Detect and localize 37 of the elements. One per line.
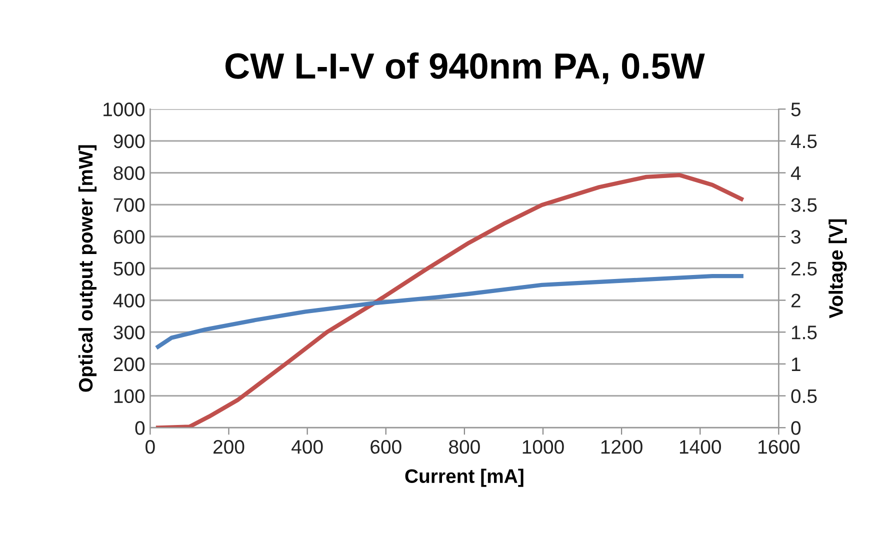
x-tick-label: 1200 xyxy=(601,440,642,454)
y-tick-label: 1000 xyxy=(104,102,145,116)
y2-axis-title: Voltage [V] xyxy=(828,219,847,318)
x-tick-label: 400 xyxy=(292,440,323,454)
y-tick-label: 200 xyxy=(114,357,145,372)
x-tick-label: 1000 xyxy=(522,440,564,454)
line-series xyxy=(156,172,744,428)
y2-tick-label: 2.5 xyxy=(791,262,817,276)
y-tick-label: 500 xyxy=(114,262,145,276)
x-tick-label: 0 xyxy=(146,440,155,454)
y-tick-label: 700 xyxy=(114,198,145,212)
y-tick-label: 800 xyxy=(114,166,145,180)
y-tick-label: 400 xyxy=(113,294,145,308)
y2-tick-label: 1 xyxy=(792,358,800,372)
x-tick-label: 800 xyxy=(449,440,480,454)
x-tick-label: 1400 xyxy=(680,440,721,454)
y2-tick-label: 1.5 xyxy=(792,326,817,340)
y2-tick-label: 2 xyxy=(791,294,800,308)
y-axis-title: Optical output power [mW] xyxy=(78,145,97,392)
y2-tick-label: 5 xyxy=(791,102,800,116)
x-tick-label: 600 xyxy=(370,440,402,454)
y2-tick-label: 0.5 xyxy=(791,389,817,404)
line-series xyxy=(156,274,744,349)
y-tick-label: 0 xyxy=(135,421,145,435)
y2-tick-label: 0 xyxy=(791,421,801,435)
y2-tick-label: 3 xyxy=(791,230,800,244)
chart-title: CW L-I-V of 940nm PA, 0.5W xyxy=(225,52,705,84)
y2-tick-label: 3.5 xyxy=(791,198,817,212)
y-tick-label: 900 xyxy=(114,134,145,148)
x-tick-label: 1600 xyxy=(758,440,800,454)
y-tick-label: 300 xyxy=(114,326,145,340)
y2-tick-label: 4.5 xyxy=(790,134,817,148)
y2-tick-label: 4 xyxy=(790,166,801,180)
y-tick-label: 600 xyxy=(114,230,145,244)
x-tick-label: 200 xyxy=(214,440,244,454)
x-axis-title: Current [mA] xyxy=(405,468,524,487)
y-tick-label: 100 xyxy=(114,389,145,404)
